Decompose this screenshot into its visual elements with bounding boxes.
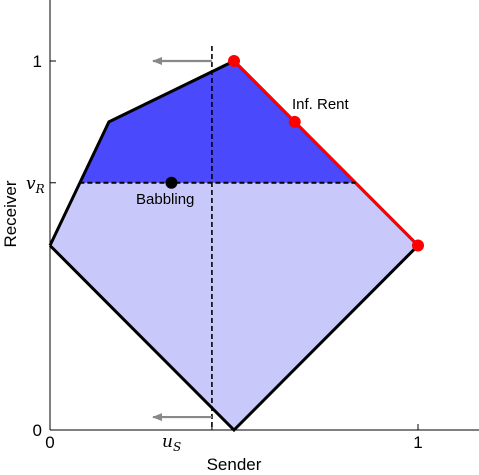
y-axis-title: Receiver [1, 180, 20, 247]
y-tick-label-0: 0 [33, 421, 42, 440]
frontier-point-top [228, 55, 240, 67]
x-tick-label-1: 1 [413, 433, 422, 452]
babbling-label: Babbling [136, 191, 194, 208]
frontier-point-right [412, 239, 424, 252]
y-tick-label-1: 1 [33, 52, 42, 71]
pareto-frontier [232, 59, 420, 247]
u-s-label: uS [162, 432, 181, 454]
babbling-point [165, 176, 178, 189]
frontier-point-informational-rent [288, 115, 301, 128]
inf-rent-label: Inf. Rent [292, 96, 350, 113]
feasible-region-upper [79, 61, 356, 183]
x-tick-label-0: 0 [45, 433, 54, 452]
x-axis-title: Sender [207, 455, 262, 474]
v-r-label: vR [26, 174, 45, 196]
